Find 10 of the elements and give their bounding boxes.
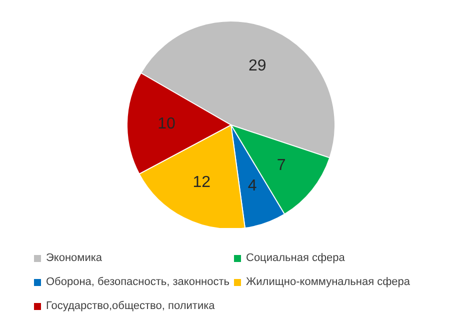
legend-label: Экономика [46, 252, 102, 264]
data-label: 10 [158, 115, 176, 132]
data-label: 7 [276, 156, 286, 174]
legend-label: Социальная сфера [246, 252, 345, 264]
legend-label: Жилищно-коммунальная сфера [246, 276, 410, 288]
legend-label: Государство,общество, политика [46, 300, 215, 312]
data-label: 4 [248, 177, 257, 194]
data-label: 29 [248, 58, 266, 75]
data-label: 12 [192, 174, 211, 191]
legend-label: Оборона, безопасность, законность [46, 276, 230, 288]
